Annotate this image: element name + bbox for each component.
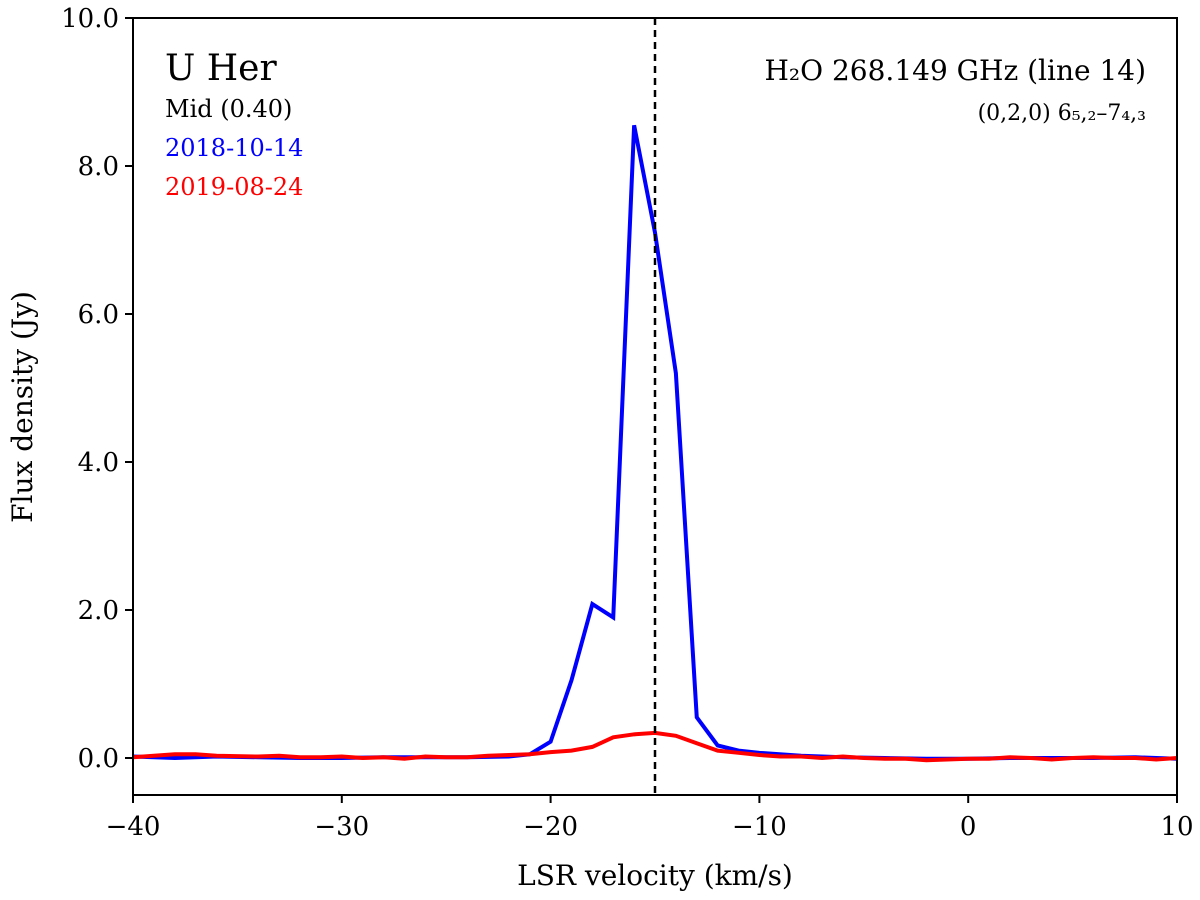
- x-tick-label: −30: [314, 812, 369, 842]
- x-tick-label: −20: [523, 812, 578, 842]
- plot-frame: [132, 17, 1178, 796]
- y-tick-label: 0.0: [78, 744, 119, 774]
- series-layer: [132, 124, 1178, 763]
- line-name: H₂O 268.149 GHz (line 14): [764, 54, 1146, 87]
- y-tick-label: 10.0: [61, 4, 119, 34]
- y-tick-label: 4.0: [78, 448, 119, 478]
- phase-label: Mid (0.40): [165, 95, 292, 123]
- x-tick-label: −40: [106, 812, 161, 842]
- transition-label: (0,2,0) 6₅,₂–7₄,₃: [978, 101, 1146, 126]
- x-tick-label: 10: [1160, 812, 1193, 842]
- series-line-2019-08-24: [132, 730, 1178, 763]
- star-name: U Her: [165, 48, 277, 89]
- legend-2018-10-14: 2018-10-14: [165, 134, 303, 162]
- x-axis-label: LSR velocity (km/s): [517, 859, 793, 892]
- y-tick-label: 8.0: [78, 152, 119, 182]
- y-axis-label: Flux density (Jy): [6, 291, 39, 523]
- legend-2019-08-24: 2019-08-24: [165, 173, 303, 201]
- x-tick-label: −10: [732, 812, 787, 842]
- ticks-layer: −40 −30 −20 −10 0 10 0.0 2.0 4.0 6.0 8.0 10.0: [61, 4, 1193, 842]
- x-tick-label: 0: [960, 812, 977, 842]
- y-tick-label: 6.0: [78, 300, 119, 330]
- y-tick-label: 2.0: [78, 596, 119, 626]
